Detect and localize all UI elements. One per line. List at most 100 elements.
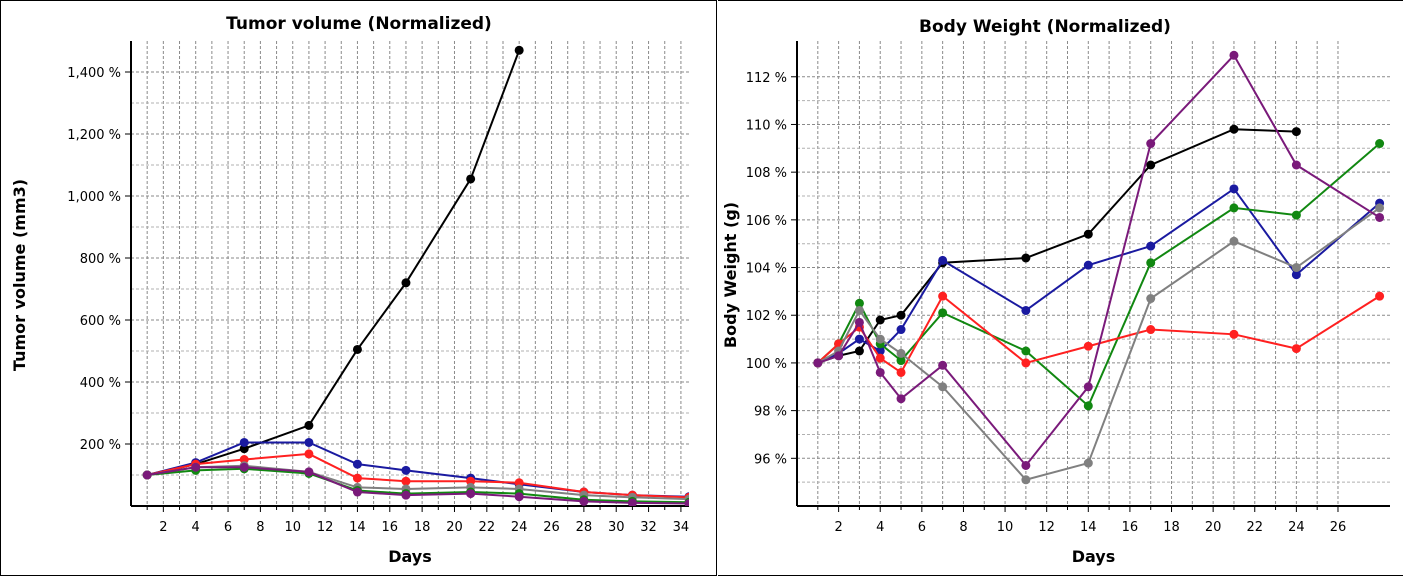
- tumor-series-point-5: [239, 462, 249, 472]
- weight-y-tick-label: 112 %: [746, 71, 787, 86]
- weight-series-point-3: [896, 367, 906, 377]
- weight-series-point-0: [1291, 127, 1301, 137]
- weight-x-axis-label: Days: [1072, 547, 1116, 566]
- tumor-volume-panel: 2 4 6 8 10 12 14 16 18 20 22 24 26 28 30 32 34 200 % 400 %…: [0, 0, 717, 576]
- tumor-series-point-0: [466, 174, 476, 184]
- tumor-x-tick-label: 16: [382, 520, 399, 535]
- weight-x-tick-label: 6: [918, 520, 926, 535]
- weight-series-point-1: [1083, 260, 1093, 270]
- tumor-series-point-1: [239, 437, 249, 447]
- weight-x-tick-label: 2: [834, 520, 842, 535]
- weight-series-point-4: [896, 348, 906, 358]
- tumor-series-line-0: [146, 49, 521, 476]
- tumor-series-point-5: [401, 490, 411, 500]
- weight-series-point-2: [1291, 210, 1301, 220]
- weight-series-point-0: [1229, 124, 1239, 134]
- tumor-y-axis-label: Tumor volume (mm3): [10, 179, 29, 371]
- weight-series-point-4: [1229, 236, 1239, 246]
- weight-x-tick-label: 10: [997, 520, 1014, 535]
- weight-y-tick-label: 100 %: [746, 357, 787, 372]
- weight-series-point-4: [1083, 458, 1093, 468]
- tumor-chart-title: Tumor volume (Normalized): [226, 14, 492, 34]
- weight-series-point-2: [1021, 346, 1031, 356]
- tumor-series-point-2: [401, 476, 411, 486]
- weight-series-point-3: [1229, 329, 1239, 339]
- tumor-series-point-2: [514, 478, 524, 488]
- tumor-x-tick-label: 30: [608, 520, 625, 535]
- weight-y-tick-label: 102 %: [746, 309, 787, 324]
- tumor-series-point-5: [142, 470, 152, 480]
- weight-series-point-0: [875, 315, 885, 325]
- tumor-y-tick-label: 400 %: [80, 376, 121, 391]
- tumor-series-point-5: [684, 499, 689, 506]
- weight-series-point-5: [875, 367, 885, 377]
- weight-x-tick-label: 12: [1038, 520, 1055, 535]
- weight-series-point-3: [1146, 325, 1156, 335]
- weight-x-tick-label: 20: [1205, 520, 1222, 535]
- tumor-series-point-5: [352, 487, 362, 497]
- tumor-series-point-5: [627, 498, 637, 506]
- body-weight-panel: 2 4 6 8 10 12 14 16 18 20 22 24 26 96 % 98 % 100 % 102 %…: [718, 0, 1403, 576]
- weight-series-point-4: [938, 382, 948, 392]
- weight-x-tick-label: 26: [1330, 520, 1347, 535]
- weight-series-point-0: [1083, 229, 1093, 239]
- weight-series-point-5: [1229, 50, 1239, 60]
- tumor-plot-area: [131, 41, 689, 506]
- tumor-x-tick-label: 2: [159, 520, 167, 535]
- weight-series-point-1: [896, 325, 906, 335]
- weight-series-point-1: [1291, 270, 1301, 280]
- weight-series-point-3: [1083, 341, 1093, 351]
- tumor-series-group: [142, 45, 689, 506]
- weight-series-point-1: [1021, 305, 1031, 315]
- tumor-series-point-2: [352, 473, 362, 483]
- weight-series-point-4: [1146, 294, 1156, 304]
- weight-y-tick-label: 106 %: [746, 214, 787, 229]
- weight-series-point-5: [896, 394, 906, 404]
- weight-series-line-4: [817, 207, 1381, 481]
- tumor-y-tick-label: 800 %: [80, 252, 121, 267]
- weight-series-point-5: [938, 360, 948, 370]
- tumor-series-point-0: [401, 278, 411, 288]
- weight-series-point-0: [854, 346, 864, 356]
- weight-series-point-5: [1021, 460, 1031, 470]
- weight-series-point-2: [1229, 203, 1239, 213]
- weight-series-point-0: [1146, 160, 1156, 170]
- weight-series-point-4: [854, 305, 864, 315]
- tumor-series-point-2: [304, 449, 314, 459]
- weight-series-point-1: [854, 334, 864, 344]
- weight-series-point-3: [1375, 291, 1385, 301]
- weight-series-point-2: [1375, 139, 1385, 149]
- weight-series-point-5: [1375, 212, 1385, 222]
- weight-x-tick-label: 24: [1288, 520, 1305, 535]
- weight-series-point-3: [1021, 358, 1031, 368]
- weight-series-point-5: [1146, 139, 1156, 149]
- tumor-x-tick-label: 14: [349, 520, 366, 535]
- weight-series-point-5: [1291, 160, 1301, 170]
- tumor-series-point-5: [191, 462, 201, 472]
- weight-y-axis-label: Body Weight (g): [721, 202, 740, 348]
- tumor-series-point-1: [304, 437, 314, 447]
- tumor-series-point-5: [466, 489, 476, 499]
- weight-x-tick-label: 16: [1122, 520, 1139, 535]
- tumor-x-tick-label: 8: [256, 520, 264, 535]
- weight-series-point-0: [896, 310, 906, 320]
- tumor-x-tick-label: 34: [673, 520, 690, 535]
- weight-x-tick-label: 18: [1163, 520, 1180, 535]
- weight-series-point-5: [834, 351, 844, 361]
- tumor-x-tick-label: 20: [446, 520, 463, 535]
- weight-chart-title: Body Weight (Normalized): [919, 17, 1171, 37]
- weight-series-point-5: [854, 317, 864, 327]
- tumor-series-point-2: [466, 476, 476, 486]
- weight-x-tick-label: 4: [876, 520, 884, 535]
- tumor-y-tick-label: 1,200 %: [67, 128, 121, 143]
- weight-series-point-1: [1146, 241, 1156, 251]
- tumor-x-tick-label: 6: [224, 520, 232, 535]
- weight-series-point-1: [938, 255, 948, 265]
- weight-series-point-3: [875, 353, 885, 363]
- weight-series-point-2: [1083, 401, 1093, 411]
- weight-x-tick-label: 14: [1080, 520, 1097, 535]
- weight-series-point-3: [1291, 344, 1301, 354]
- weight-series-point-2: [896, 356, 906, 366]
- tumor-x-tick-label: 26: [543, 520, 560, 535]
